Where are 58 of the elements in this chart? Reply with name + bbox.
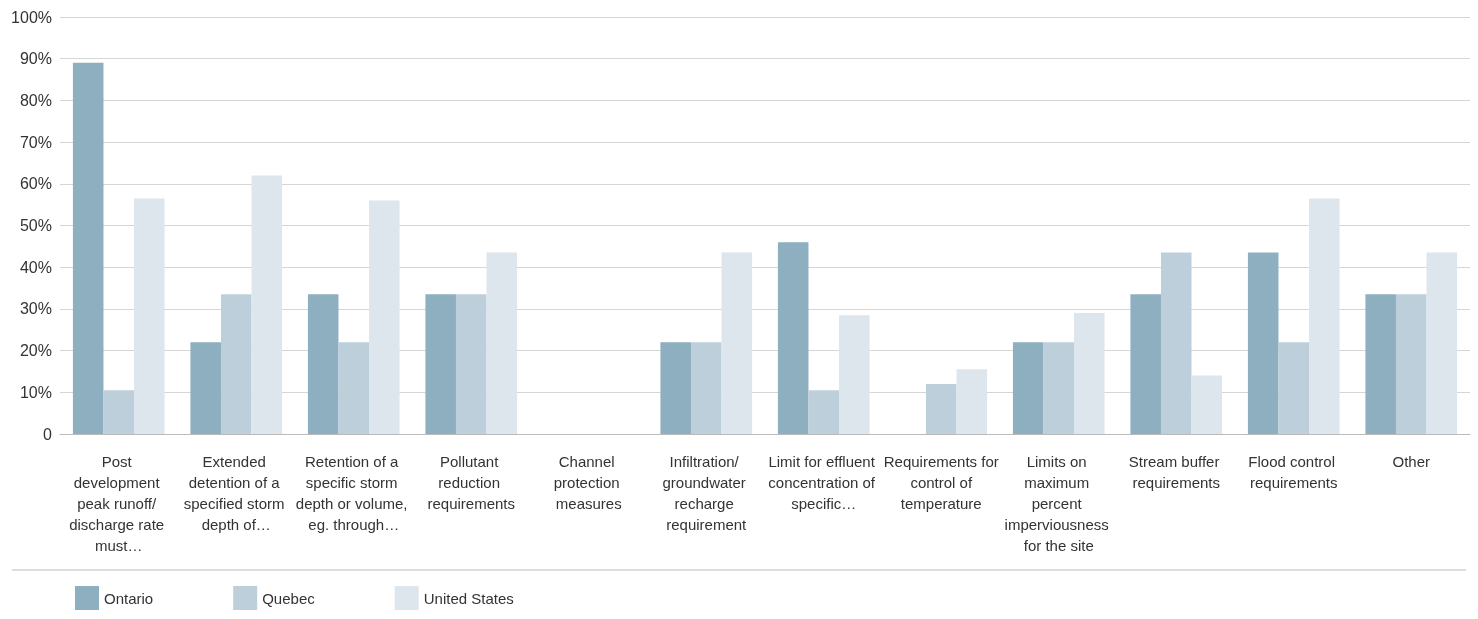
bar: [808, 390, 840, 434]
bar: [1395, 294, 1427, 434]
bar: [486, 252, 518, 434]
bar: [1160, 252, 1192, 434]
x-tick-label: Post development peak runoff/ discharge rate must…: [69, 453, 169, 554]
bar: [455, 294, 487, 434]
bar: [1074, 313, 1105, 434]
x-tick-label: Other: [1392, 453, 1431, 470]
bar: [338, 342, 370, 434]
y-tick-label: 50%: [19, 217, 52, 234]
bar: [134, 198, 165, 434]
x-tick-label: Limit for effluent concentration of specific…: [768, 453, 880, 512]
bar: [956, 369, 988, 434]
bar: [72, 62, 104, 434]
bar: [721, 252, 753, 434]
bar: [369, 200, 400, 434]
y-tick-label: 0: [43, 425, 53, 443]
bar: [103, 390, 135, 434]
y-tick-label: 90%: [19, 50, 52, 68]
x-tick-label: Extended detention of a specified storm depth of…: [183, 453, 289, 533]
bar: [190, 342, 221, 434]
bar: [1309, 198, 1340, 434]
x-tick-label: Infiltration/ groundwater recharge requirement: [662, 453, 751, 533]
legend-label: Quebec: [262, 589, 316, 607]
bar: [839, 315, 870, 434]
bar: [1365, 294, 1396, 434]
bar: [777, 242, 809, 434]
y-tick-label: 40%: [19, 258, 52, 276]
legend-label: Ontario: [104, 589, 154, 607]
bar: [1247, 252, 1279, 434]
bar: [1191, 375, 1223, 434]
y-tick-label: 100%: [11, 8, 52, 26]
x-tick-label: Retention of a specific storm depth or volume, eg. through…: [295, 453, 412, 533]
bar: [251, 175, 283, 434]
legend-label: United States: [423, 589, 514, 607]
bar: [925, 383, 957, 434]
bar: [660, 342, 691, 434]
y-tick-label: 10%: [19, 383, 52, 401]
y-tick-label: 60%: [19, 175, 52, 193]
y-tick-label: 30%: [19, 300, 52, 318]
bar: [1130, 294, 1161, 434]
bar: [307, 294, 339, 434]
bar: [1426, 252, 1458, 434]
x-tick-label: Pollutant reduction requirements: [427, 453, 516, 512]
bar: [1278, 342, 1310, 434]
bar: [220, 294, 252, 434]
bar: [1043, 342, 1075, 434]
x-tick-label: Limits on maximum percent imperviousness for the site: [1004, 453, 1113, 554]
x-tick-label: Flood control requirements: [1248, 453, 1340, 491]
x-tick-label: Requirements for control of temperature: [883, 453, 999, 512]
y-tick-label: 20%: [19, 342, 52, 360]
y-tick-label: 80%: [19, 91, 52, 109]
x-tick-label: Stream buffer requirements: [1128, 453, 1224, 491]
bar: [690, 342, 722, 434]
x-tick-label: Channel protection measures: [553, 453, 624, 512]
bar: [1012, 342, 1044, 434]
bar: [425, 294, 456, 434]
y-tick-label: 70%: [19, 133, 52, 151]
